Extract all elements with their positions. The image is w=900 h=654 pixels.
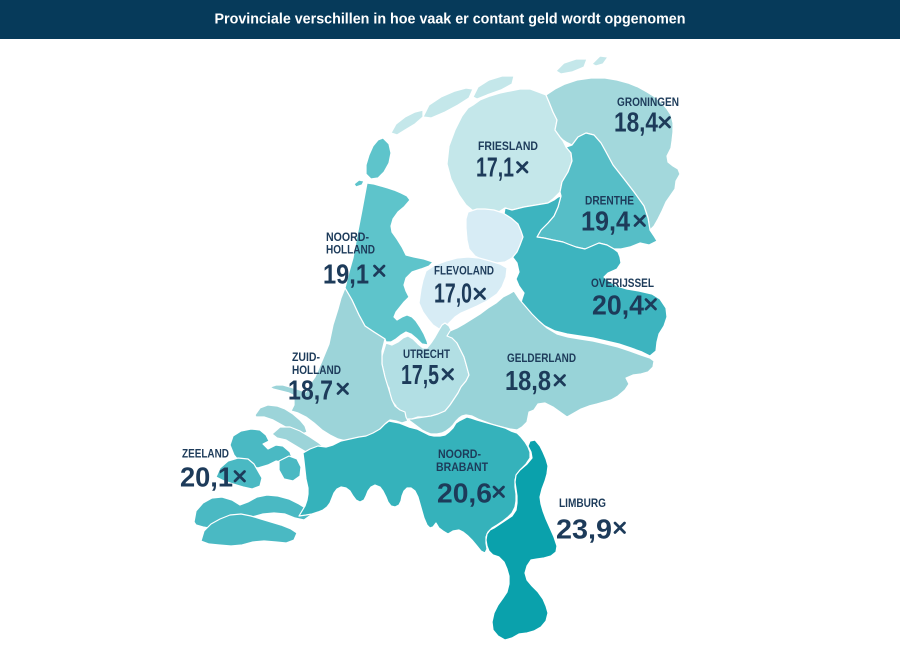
- svg-text:18,7: 18,7: [288, 375, 333, 406]
- svg-text:17,5: 17,5: [401, 359, 439, 390]
- svg-text:HOLLAND: HOLLAND: [326, 245, 375, 257]
- svg-text:GRONINGEN: GRONINGEN: [617, 97, 679, 109]
- svg-text:18,8: 18,8: [505, 365, 551, 396]
- svg-text:NOORD-: NOORD-: [326, 232, 369, 244]
- svg-text:DRENTHE: DRENTHE: [585, 196, 634, 208]
- svg-text:OVERIJSSEL: OVERIJSSEL: [591, 278, 654, 290]
- svg-text:17,0: 17,0: [434, 278, 472, 309]
- svg-text:BRABANT: BRABANT: [436, 462, 488, 474]
- svg-text:20,1: 20,1: [180, 462, 233, 493]
- svg-text:18,4: 18,4: [614, 107, 658, 138]
- svg-text:ZEELAND: ZEELAND: [182, 449, 229, 461]
- svg-text:UTRECHT: UTRECHT: [403, 349, 450, 361]
- svg-text:HOLLAND: HOLLAND: [292, 365, 341, 377]
- svg-text:FLEVOLAND: FLEVOLAND: [434, 266, 494, 278]
- svg-text:LIMBURG: LIMBURG: [559, 498, 606, 510]
- svg-text:23,9: 23,9: [556, 514, 612, 545]
- svg-text:19,1: 19,1: [323, 259, 369, 290]
- svg-text:GELDERLAND: GELDERLAND: [507, 353, 576, 365]
- svg-text:NOORD-: NOORD-: [438, 449, 481, 461]
- svg-text:20,6: 20,6: [437, 478, 492, 509]
- svg-text:20,4: 20,4: [592, 290, 644, 321]
- svg-text:Provinciale verschillen in hoe: Provinciale verschillen in hoe vaak er c…: [215, 12, 686, 28]
- svg-text:17,1: 17,1: [476, 152, 514, 183]
- svg-text:ZUID-: ZUID-: [292, 352, 320, 364]
- svg-text:FRIESLAND: FRIESLAND: [478, 141, 538, 153]
- svg-text:19,4: 19,4: [581, 206, 630, 237]
